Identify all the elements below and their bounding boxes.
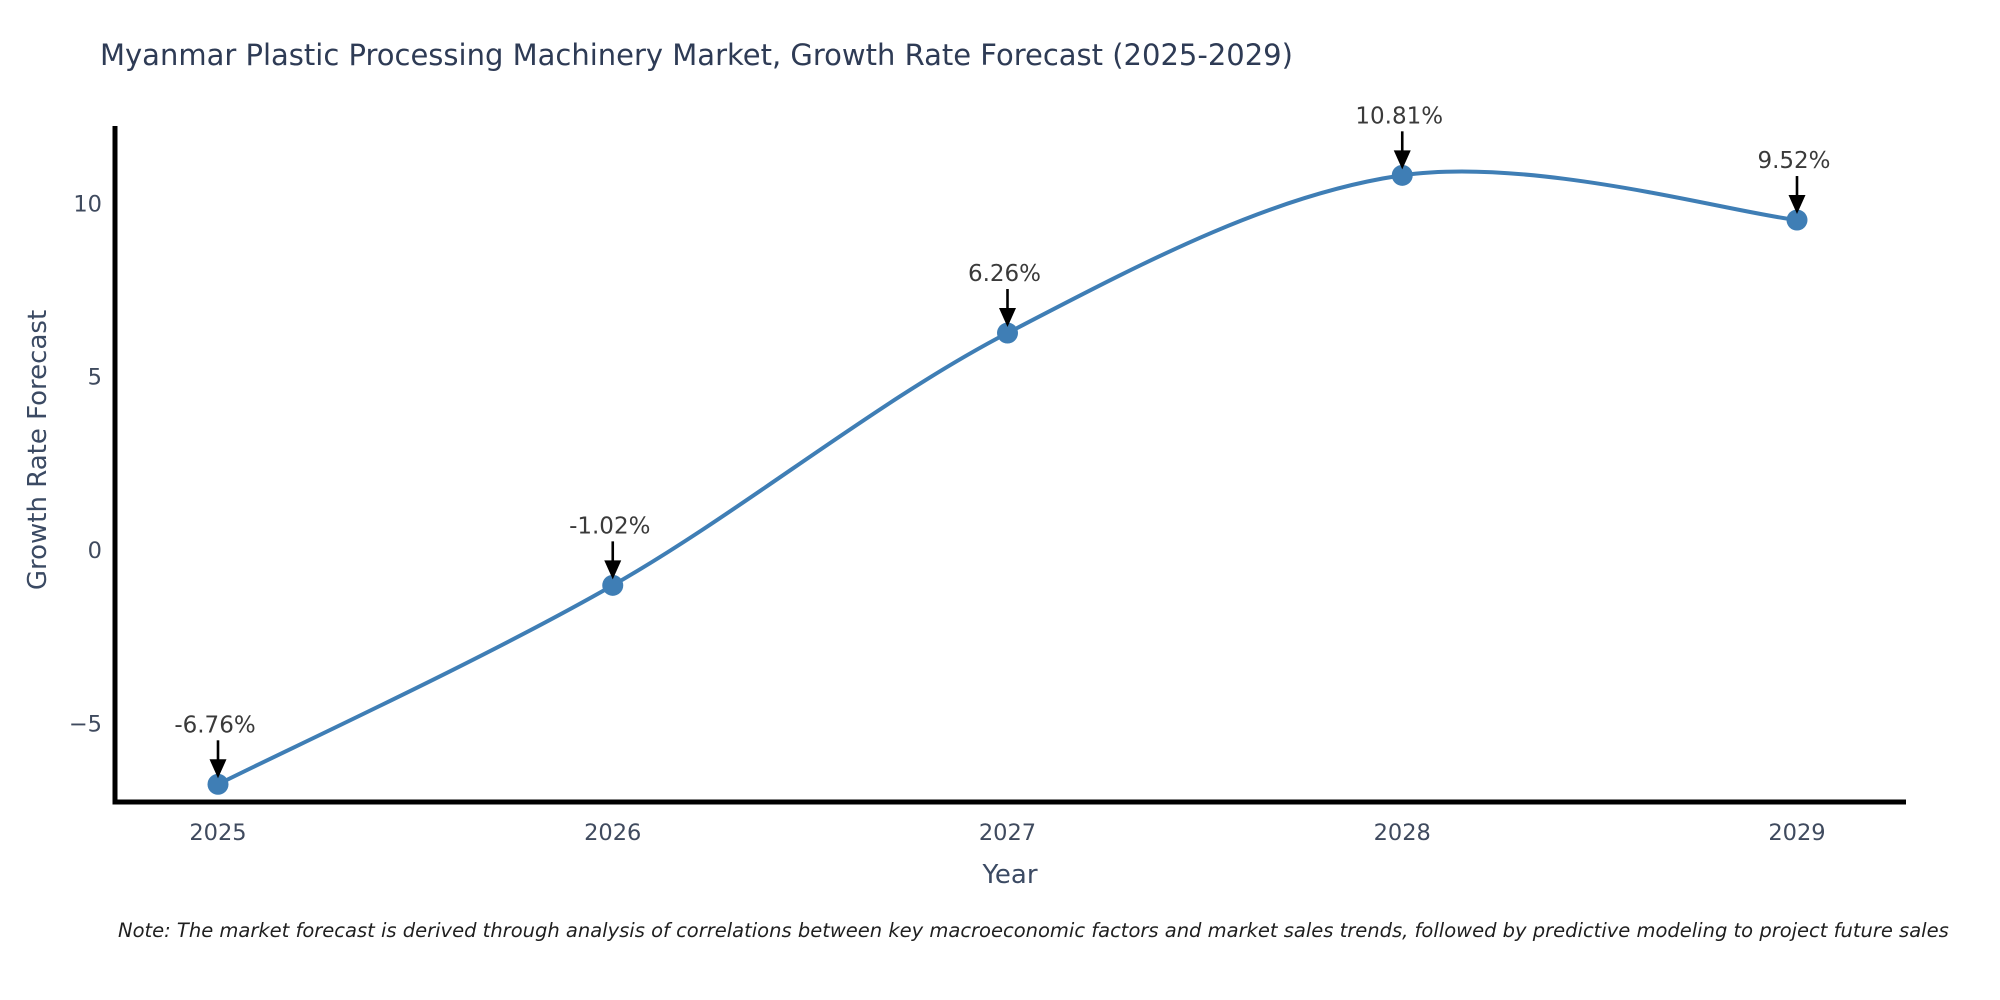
annotation-2029: 9.52% (1757, 148, 1831, 215)
data-point-2027[interactable] (997, 322, 1018, 344)
annotation-label-2025: -6.76% (174, 712, 255, 738)
annotation-arrow-head-2027 (999, 308, 1016, 328)
y-tick-label-5: 5 (88, 365, 102, 391)
x-axis-title: Year (982, 860, 1038, 890)
chart-title: Myanmar Plastic Processing Machinery Mar… (100, 38, 1293, 72)
annotation-label-2028: 10.81% (1355, 103, 1443, 129)
data-point-2029[interactable] (1786, 209, 1808, 231)
y-tick-label-10: 10 (73, 191, 102, 217)
y-tick-label-−5: −5 (69, 711, 102, 737)
annotation-label-2029: 9.52% (1757, 148, 1830, 174)
data-point-2025[interactable] (207, 773, 229, 795)
y-axis-tick-labels: −5 0 5 10 (69, 191, 102, 737)
annotation-arrow-head-2026 (604, 560, 622, 580)
data-point-annotations: -6.76% -1.02% 6.26% 10.81% 9.52% (174, 103, 1831, 779)
data-point-2028[interactable] (1391, 164, 1413, 186)
annotation-2027: 6.26% (968, 261, 1041, 328)
data-point-markers (207, 164, 1808, 795)
data-point-2026[interactable] (602, 574, 624, 596)
annotation-2028: 10.81% (1355, 103, 1443, 170)
x-tick-label-2029: 2029 (1768, 820, 1825, 846)
x-tick-label-2028: 2028 (1374, 820, 1431, 846)
annotation-label-2027: 6.26% (968, 261, 1041, 287)
x-tick-label-2027: 2027 (979, 820, 1036, 846)
annotation-arrow-head-2029 (1788, 195, 1806, 215)
x-tick-label-2025: 2025 (189, 820, 246, 846)
annotation-arrow-head-2028 (1393, 150, 1411, 170)
annotation-2025: -6.76% (174, 712, 256, 779)
y-tick-label-0: 0 (88, 538, 102, 564)
annotation-2026: -1.02% (569, 513, 650, 580)
x-axis-tick-labels: 2025 2026 2027 2028 2029 (189, 820, 1825, 846)
footnote: Note: The market forecast is derived thr… (118, 919, 1949, 942)
annotation-arrow-head-2025 (209, 759, 227, 779)
x-tick-label-2026: 2026 (584, 820, 641, 846)
annotation-label-2026: -1.02% (569, 513, 650, 539)
